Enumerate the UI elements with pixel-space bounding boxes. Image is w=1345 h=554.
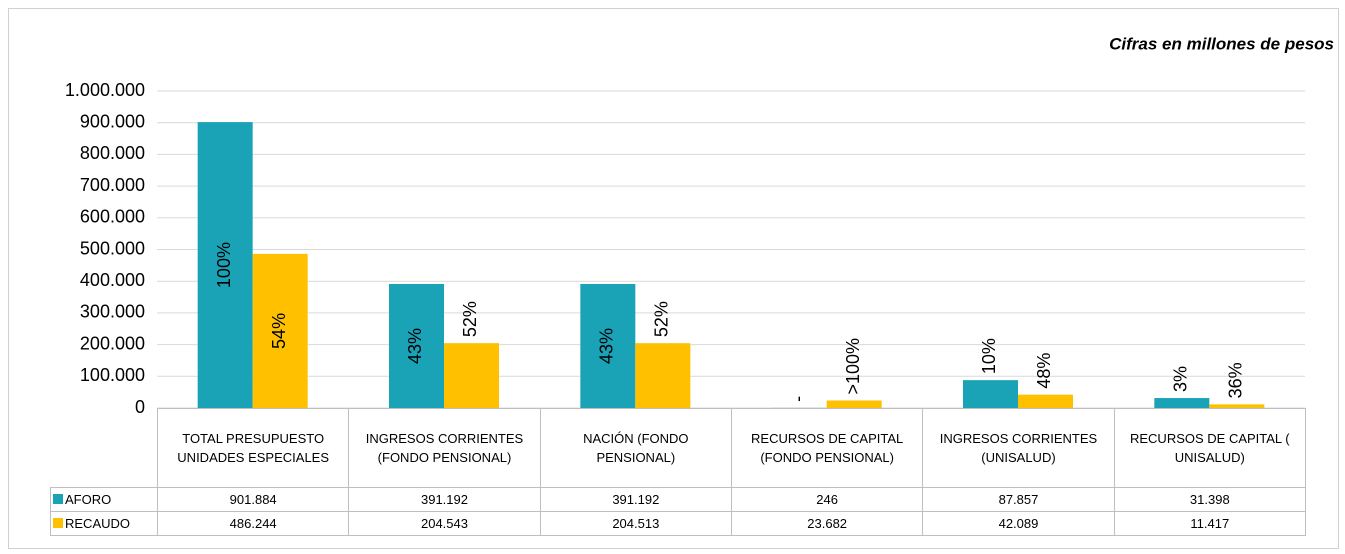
- percent-label: >100%: [843, 338, 863, 395]
- y-tick-label: 1.000.000: [65, 80, 145, 100]
- percent-label: 100%: [214, 242, 234, 288]
- y-tick-label: 800.000: [80, 143, 145, 163]
- category-label: RECURSOS DE CAPITAL (FONDO PENSIONAL): [730, 408, 924, 488]
- legend-swatch: [53, 494, 63, 504]
- chart-frame: [8, 8, 1339, 549]
- value-cell: 246: [730, 487, 924, 512]
- percent-label: -: [788, 396, 808, 402]
- percent-label: 43%: [405, 328, 425, 364]
- percent-label: 43%: [597, 328, 617, 364]
- value-cell: 204.513: [539, 511, 732, 536]
- legend-entry: AFORO: [50, 487, 158, 512]
- y-tick-label: 200.000: [80, 333, 145, 353]
- legend-entry: RECAUDO: [50, 511, 158, 536]
- series-row: RECAUDO 486.244 204.543 204.513 23.682 42.089…: [50, 511, 1306, 536]
- y-tick-label: 600.000: [80, 207, 145, 227]
- legend-label: AFORO: [65, 492, 112, 507]
- bar: [1154, 398, 1210, 408]
- bar: [963, 380, 1018, 408]
- value-cell: 486.244: [156, 511, 350, 536]
- value-cell: 23.682: [730, 511, 924, 536]
- percent-label: 48%: [1034, 353, 1054, 389]
- value-cell: 31.398: [1113, 487, 1306, 512]
- legend-label: RECAUDO: [65, 516, 131, 531]
- percent-label: 10%: [979, 338, 999, 374]
- category-label: INGRESOS CORRIENTES (FONDO PENSIONAL): [348, 408, 541, 488]
- value-cell: 42.089: [922, 511, 1115, 536]
- y-tick-label: 100.000: [80, 365, 145, 385]
- category-label: NACIÓN (FONDO PENSIONAL): [539, 408, 732, 488]
- y-tick-label: 0: [135, 397, 145, 417]
- blank-cell: [50, 408, 158, 488]
- category-label: INGRESOS CORRIENTES (UNISALUD): [922, 408, 1115, 488]
- bar: [580, 283, 636, 408]
- bar: [826, 400, 882, 408]
- y-tick-label: 300.000: [80, 302, 145, 322]
- percent-label: 54%: [269, 313, 289, 349]
- bar: [197, 122, 253, 408]
- bar: [635, 343, 691, 408]
- percent-label: 36%: [1226, 362, 1246, 398]
- category-label: RECURSOS DE CAPITAL ( UNISALUD): [1113, 408, 1306, 488]
- legend-swatch: [53, 518, 63, 528]
- y-tick-label: 400.000: [80, 270, 145, 290]
- category-row: TOTAL PRESUPUESTO UNIDADES ESPECIALES ING…: [50, 408, 1306, 488]
- bar: [1018, 394, 1073, 408]
- data-table: TOTAL PRESUPUESTO UNIDADES ESPECIALES ING…: [50, 408, 1306, 536]
- series-row: AFORO 901.884 391.192 391.192 246 87.857 31.39…: [50, 487, 1306, 512]
- y-tick-label: 700.000: [80, 175, 145, 195]
- value-cell: 87.857: [922, 487, 1115, 512]
- bar: [1209, 404, 1265, 408]
- percent-label: 52%: [652, 301, 672, 337]
- chart-note: Cifras en millones de pesos: [1109, 34, 1334, 53]
- value-cell: 391.192: [539, 487, 732, 512]
- bar: [252, 253, 308, 408]
- value-cell: 11.417: [1113, 511, 1306, 536]
- y-tick-label: 500.000: [80, 238, 145, 258]
- bar: [444, 343, 499, 408]
- percent-label: 52%: [460, 301, 480, 337]
- category-label: TOTAL PRESUPUESTO UNIDADES ESPECIALES: [156, 408, 350, 488]
- value-cell: 901.884: [156, 487, 350, 512]
- value-cell: 204.543: [348, 511, 541, 536]
- percent-label: 3%: [1171, 366, 1191, 392]
- bar: [389, 283, 444, 408]
- y-tick-label: 900.000: [80, 111, 145, 131]
- value-cell: 391.192: [348, 487, 541, 512]
